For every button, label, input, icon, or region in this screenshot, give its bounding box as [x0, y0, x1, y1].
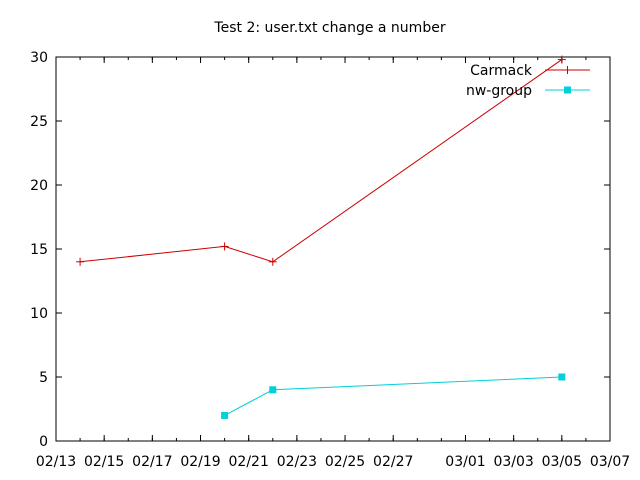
legend-marker	[564, 86, 571, 94]
x-tick-label: 02/13	[36, 454, 76, 470]
series-line-nw-group	[224, 376, 562, 416]
x-tick-label: 02/17	[132, 454, 172, 470]
x-tick-label: 03/05	[542, 454, 582, 470]
x-tick-label: 02/23	[277, 454, 317, 470]
x-tick-label: 03/01	[445, 454, 485, 470]
plot-area	[76, 55, 566, 419]
y-tick-label: 20	[30, 178, 48, 194]
x-tick-label: 03/07	[590, 454, 630, 470]
x-tick-label: 02/15	[84, 454, 124, 470]
data-point-carmack	[557, 55, 566, 64]
data-point-carmack	[268, 257, 277, 266]
data-point-carmack	[220, 242, 229, 251]
y-tick-label: 25	[30, 114, 48, 130]
y-tick-label: 0	[39, 434, 48, 450]
plot-frame	[55, 56, 611, 442]
legend-label-nw-group: nw-group	[466, 83, 532, 99]
axes: 0 5 10 15 20 25 30 02/13 02/15 02/17 02/19 02/21 02/…	[30, 50, 630, 470]
data-point-nw-group	[221, 411, 229, 419]
data-point-carmack	[76, 257, 85, 266]
data-point-nw-group	[558, 373, 566, 381]
x-tick-label: 02/19	[180, 454, 220, 470]
legend-label-carmack: Carmack	[470, 63, 533, 79]
y-tick-label: 5	[39, 370, 48, 386]
y-tick-label: 15	[30, 242, 48, 258]
x-tick-label: 02/27	[373, 454, 413, 470]
chart-title: Test 2: user.txt change a number	[213, 20, 445, 36]
data-point-nw-group	[269, 386, 277, 394]
x-tick-label: 03/03	[493, 454, 533, 470]
x-tick-label: 02/21	[229, 454, 269, 470]
y-tick-label: 10	[30, 306, 48, 322]
x-tick-label: 02/25	[325, 454, 365, 470]
series-line-carmack	[80, 59, 563, 263]
y-tick-label: 30	[30, 50, 48, 66]
legend: Carmack nw-group	[466, 63, 590, 99]
